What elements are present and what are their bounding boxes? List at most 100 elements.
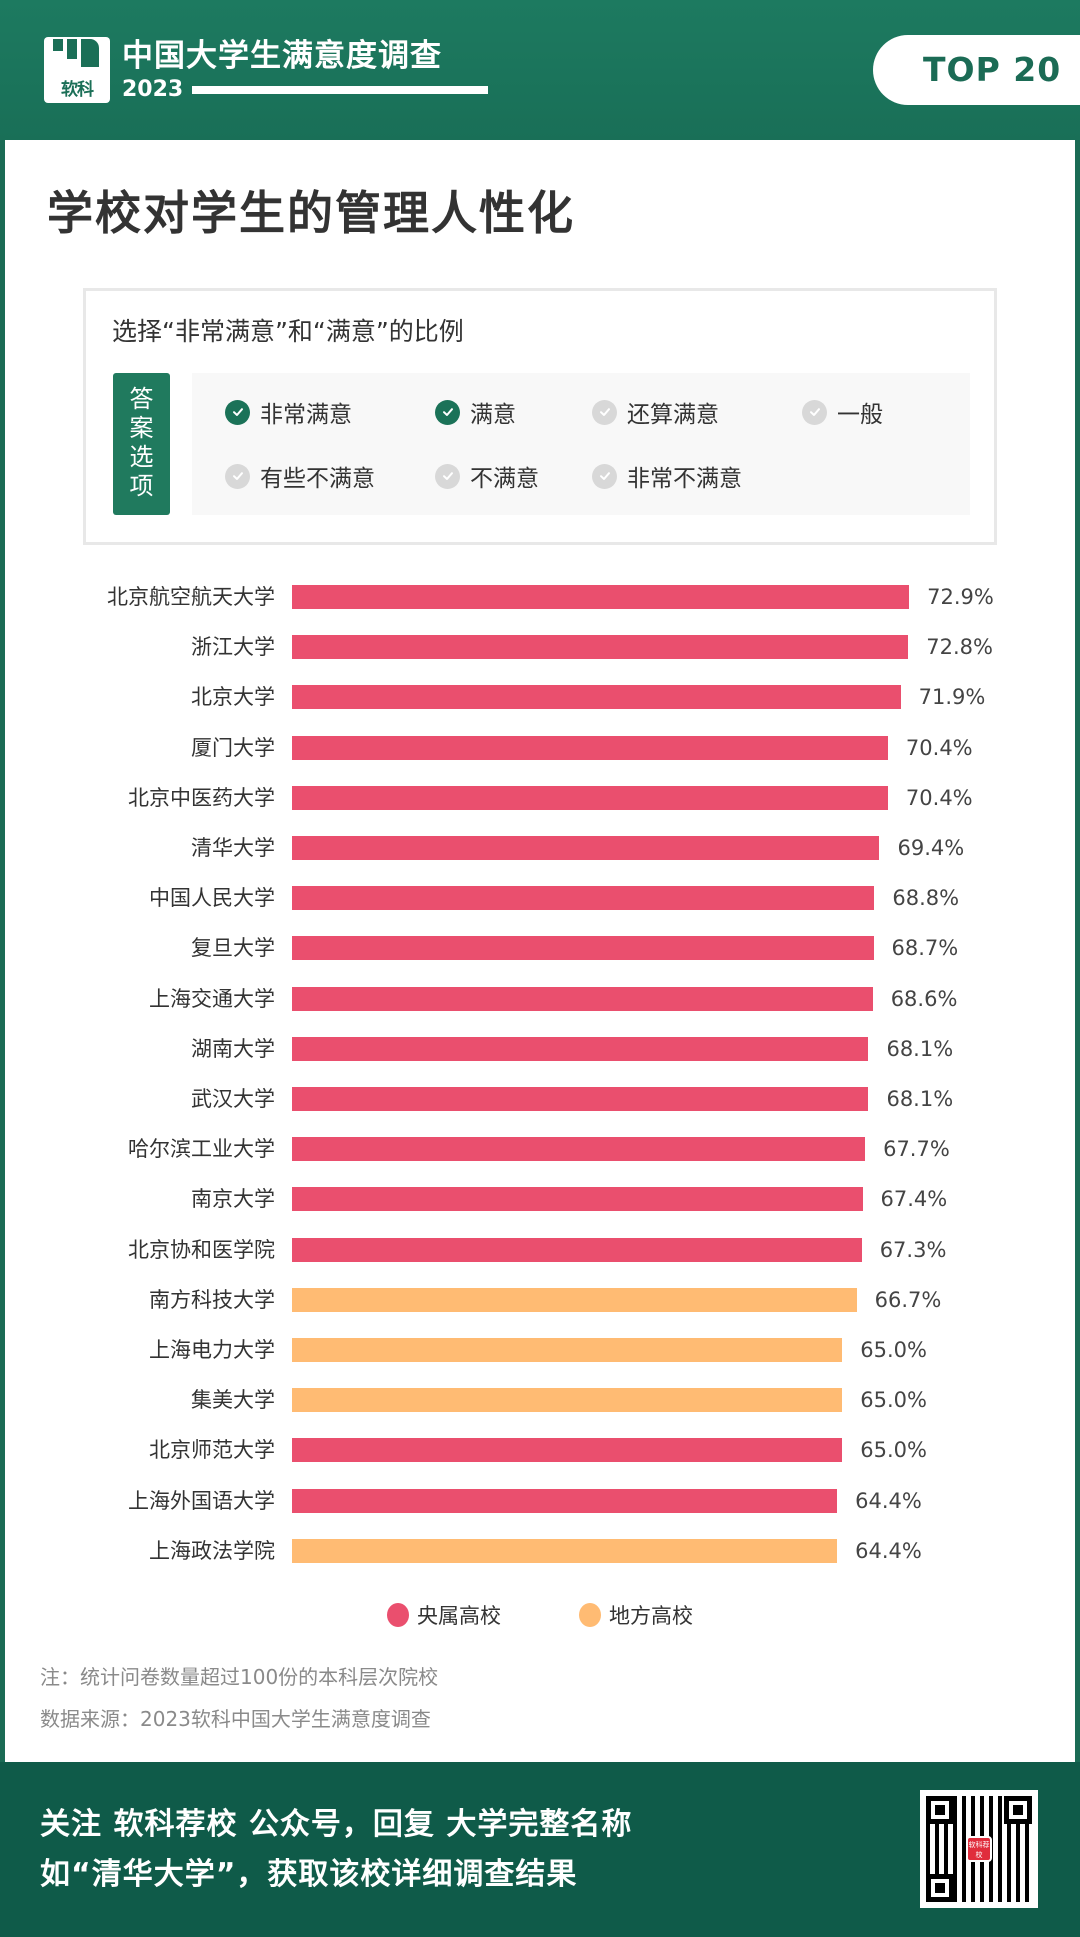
bar-row: 南京大学 67.4% <box>0 1185 1080 1235</box>
bar-value: 72.8% <box>926 635 993 660</box>
source-text: 数据来源：2023软科中国大学生满意度调查 <box>40 1707 431 1731</box>
qr-center-logo: 软科荐校 <box>966 1836 992 1862</box>
qr-code: 软科荐校 <box>920 1790 1038 1908</box>
bar-row: 武汉大学 68.1% <box>0 1085 1080 1135</box>
legend-label: 地方高校 <box>609 1604 693 1628</box>
logo-text: 软科 <box>61 80 94 100</box>
legend-label: 央属高校 <box>417 1604 501 1628</box>
bar-label: 北京航空航天大学 <box>107 585 275 609</box>
bar <box>292 1488 838 1513</box>
bar-value: 65.0% <box>860 1338 927 1362</box>
bar-row: 湖南大学 68.1% <box>0 1035 1080 1085</box>
bar-label: 清华大学 <box>191 836 275 860</box>
bar-row: 北京师范大学 65.0% <box>0 1436 1080 1486</box>
bar-label: 浙江大学 <box>191 635 275 660</box>
bar <box>292 986 873 1011</box>
bar-value: 68.8% <box>892 886 960 911</box>
qr-pattern: 软科荐校 <box>926 1796 1032 1902</box>
bar-value: 66.7% <box>874 1287 942 1312</box>
bar-label: 上海电力大学 <box>149 1338 275 1362</box>
bar-value: 68.6% <box>890 986 958 1011</box>
bar-row: 厦门大学 70.4% <box>0 734 1080 784</box>
option-label: 不满意 <box>470 466 539 492</box>
legend-dot-icon <box>387 1603 409 1627</box>
qr-finder-icon <box>926 1874 954 1902</box>
bar-value: 67.4% <box>880 1187 948 1212</box>
bar-label: 北京师范大学 <box>149 1438 275 1463</box>
check-circle-icon <box>435 399 460 425</box>
bar-row: 北京大学 71.9% <box>0 683 1080 733</box>
bar-row: 上海外国语大学 64.4% <box>0 1487 1080 1537</box>
check-circle-icon <box>802 399 827 425</box>
bar-row: 上海交通大学 68.6% <box>0 985 1080 1035</box>
bar-label: 上海政法学院 <box>149 1538 275 1563</box>
bar-row: 上海电力大学 65.0% <box>0 1336 1080 1386</box>
option-label: 非常不满意 <box>627 466 742 492</box>
bar-label: 上海交通大学 <box>149 986 275 1011</box>
option-label: 非常满意 <box>260 402 352 428</box>
bar-row: 北京航空航天大学 72.9% <box>0 583 1080 633</box>
bar-row: 集美大学 65.0% <box>0 1386 1080 1436</box>
bar-row: 上海政法学院 64.4% <box>0 1537 1080 1587</box>
bar-value: 70.4% <box>905 785 973 810</box>
footer-line-2: 如“清华大学”，获取该校详细调查结果 <box>40 1857 578 1892</box>
option-label: 有些不满意 <box>260 466 375 492</box>
legend-item-central: 央属高校 <box>387 1600 501 1630</box>
bar-row: 南方科技大学 66.7% <box>0 1286 1080 1336</box>
bar-value: 68.1% <box>886 1036 954 1061</box>
bar <box>292 685 901 710</box>
check-circle-icon <box>225 463 250 489</box>
bar <box>292 886 875 911</box>
bar-value: 69.4% <box>897 836 965 860</box>
chart-legend: 央属高校 地方高校 <box>0 1600 1080 1630</box>
bar-label: 南京大学 <box>191 1187 275 1212</box>
logo-bar-icon <box>53 39 63 51</box>
bar-label: 集美大学 <box>191 1388 275 1413</box>
options-tag-label: 答案选项 <box>129 385 154 500</box>
options-panel: 非常满意 满意 还算满意 一般有些不满意 不满意 非常不满意 <box>192 373 970 515</box>
bar-label: 北京中医药大学 <box>128 785 275 810</box>
bar-label: 南方科技大学 <box>149 1287 275 1312</box>
answer-options-box: 选择“非常满意”和“满意”的比例 答案选项 非常满意 满意 还算满意 一般 有些不满意 不… <box>83 288 997 545</box>
bar <box>292 1237 862 1262</box>
footer-line-1: 关注 软科荐校 公众号，回复 大学完整名称 <box>40 1807 633 1842</box>
bar-value: 72.9% <box>927 585 994 609</box>
options-tag: 答案选项 <box>113 373 170 515</box>
footer <box>0 1762 1080 1937</box>
bar-label: 上海外国语大学 <box>128 1488 275 1513</box>
option-item: 非常不满意 <box>592 459 742 493</box>
bar-label: 复旦大学 <box>191 936 275 961</box>
bar <box>292 1087 869 1111</box>
bar <box>292 1137 866 1162</box>
bar-value: 64.4% <box>855 1538 922 1563</box>
logo-bar-icon <box>67 39 77 59</box>
bar <box>292 936 874 961</box>
bar <box>292 635 909 660</box>
bar-row: 北京协和医学院 67.3% <box>0 1236 1080 1286</box>
page-title: 学校对学生的管理人性化 <box>47 186 575 240</box>
option-label: 还算满意 <box>627 402 719 428</box>
bar-value: 70.4% <box>905 735 973 760</box>
check-circle-icon <box>435 463 460 489</box>
bar-value: 68.7% <box>891 936 959 961</box>
legend-item-local: 地方高校 <box>579 1600 693 1630</box>
bar <box>292 585 910 609</box>
option-label: 满意 <box>470 402 516 428</box>
brand-title: 中国大学生满意度调查 <box>122 38 442 74</box>
bar-row: 浙江大学 72.8% <box>0 633 1080 683</box>
bar <box>292 1388 843 1413</box>
bar-label: 湖南大学 <box>191 1036 275 1061</box>
bar <box>292 836 880 860</box>
bar-value: 65.0% <box>860 1438 927 1463</box>
option-item: 不满意 <box>435 459 539 493</box>
bar <box>292 1036 869 1061</box>
bar-label: 哈尔滨工业大学 <box>128 1137 275 1162</box>
bar <box>292 1338 843 1362</box>
check-circle-icon <box>592 463 617 489</box>
check-circle-icon <box>225 399 250 425</box>
bar-row: 中国人民大学 68.8% <box>0 884 1080 934</box>
option-label: 一般 <box>837 402 883 428</box>
bar-label: 北京协和医学院 <box>128 1237 275 1262</box>
note-text: 注：统计问卷数量超过100份的本科层次院校 <box>40 1665 439 1689</box>
ruanke-logo: 软科 <box>44 37 110 103</box>
